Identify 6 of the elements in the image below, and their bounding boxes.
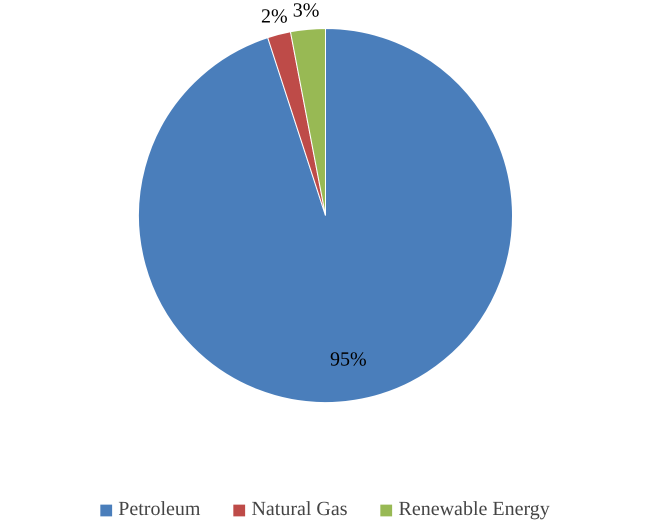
data-label: 95% [330, 348, 367, 371]
legend-label: Natural Gas [251, 498, 348, 521]
data-label: 2% [261, 5, 288, 28]
data-label: 3% [292, 0, 320, 22]
legend-label: Renewable Energy [398, 498, 550, 521]
legend-label: Petroleum [118, 498, 200, 521]
